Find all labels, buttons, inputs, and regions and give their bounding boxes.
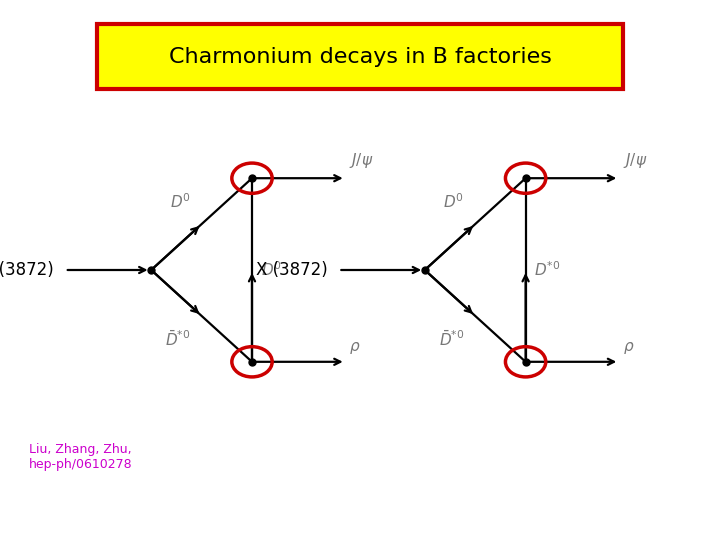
Text: $\bar{D}^{*0}$: $\bar{D}^{*0}$ <box>166 329 191 348</box>
Text: $D^0$: $D^0$ <box>444 192 464 211</box>
Text: $\rho$: $\rho$ <box>623 340 634 356</box>
Text: $J/\psi$: $J/\psi$ <box>623 151 647 170</box>
Text: $J/\psi$: $J/\psi$ <box>349 151 374 170</box>
Text: Charmonium decays in B factories: Charmonium decays in B factories <box>168 46 552 67</box>
Text: X (3872): X (3872) <box>0 261 54 279</box>
Text: Liu, Zhang, Zhu,
hep-ph/0610278: Liu, Zhang, Zhu, hep-ph/0610278 <box>29 443 132 471</box>
FancyBboxPatch shape <box>97 24 623 89</box>
Text: $D^0$: $D^0$ <box>261 261 282 279</box>
Text: $\rho$: $\rho$ <box>349 340 361 356</box>
Text: $D^{*0}$: $D^{*0}$ <box>534 261 561 279</box>
Text: $\bar{D}^{*0}$: $\bar{D}^{*0}$ <box>439 329 464 348</box>
Text: X (3872): X (3872) <box>256 261 328 279</box>
Text: $D^0$: $D^0$ <box>170 192 191 211</box>
